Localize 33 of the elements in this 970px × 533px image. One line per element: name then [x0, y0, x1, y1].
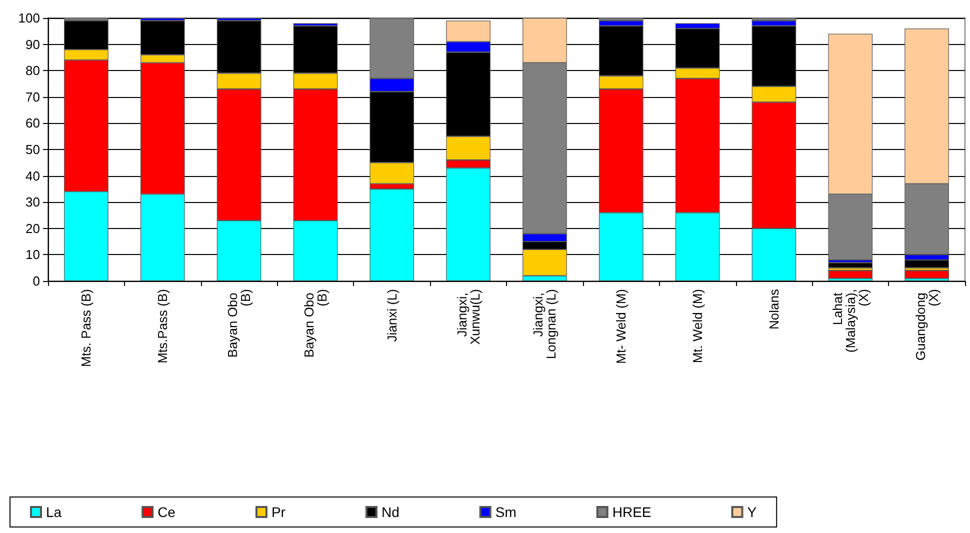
x-tick-label: Nolans [766, 288, 782, 330]
x-tick-label: Mts. Pass (B) [78, 289, 94, 368]
x-tick-label: Mts.Pass (B) [155, 289, 170, 364]
y-tick-label: 80 [26, 63, 40, 78]
y-tick-label: 70 [26, 89, 40, 104]
x-tick-label: Mt. Weld (M) [690, 289, 706, 364]
y-tick-label: 10 [26, 247, 40, 262]
x-tick-label: Jianxi (L) [384, 289, 400, 342]
y-tick-label: 50 [26, 142, 40, 157]
bar [904, 270, 949, 278]
x-tick-label: Guangdong (X) [912, 289, 941, 361]
legend-label: Sm [495, 504, 516, 520]
legend-label: La [46, 504, 62, 520]
x-tick-label: Jiangxi, Xunwu(L) [454, 289, 482, 345]
y-tick-label: 100 [18, 10, 40, 26]
y-tick-label: 30 [26, 194, 40, 210]
y-tick-label: 20 [26, 220, 40, 236]
x-tick-label: Jiangxi, Longnan (L) [530, 289, 559, 360]
legend-label: Nd [381, 504, 400, 520]
y-tick-label: 60 [26, 116, 40, 131]
x-tick-label: Bayan Obo (B) [301, 289, 330, 358]
x-tick-label: Bayan Obo (B) [225, 289, 254, 358]
bar [828, 270, 873, 278]
legend-label: HREE [612, 504, 652, 520]
x-tick-label: Lahat (Malaysia),(X) [830, 289, 871, 353]
legend-label: Ce [158, 504, 176, 520]
legend-label: Y [747, 504, 758, 520]
y-tick-label: 0 [32, 274, 40, 288]
x-tick-label: Mt- Weld (M) [614, 289, 629, 364]
legend-label: Pr [271, 504, 286, 520]
bar [828, 262, 873, 268]
y-tick-label: 90 [26, 36, 40, 52]
y-tick-label: 40 [26, 168, 40, 184]
